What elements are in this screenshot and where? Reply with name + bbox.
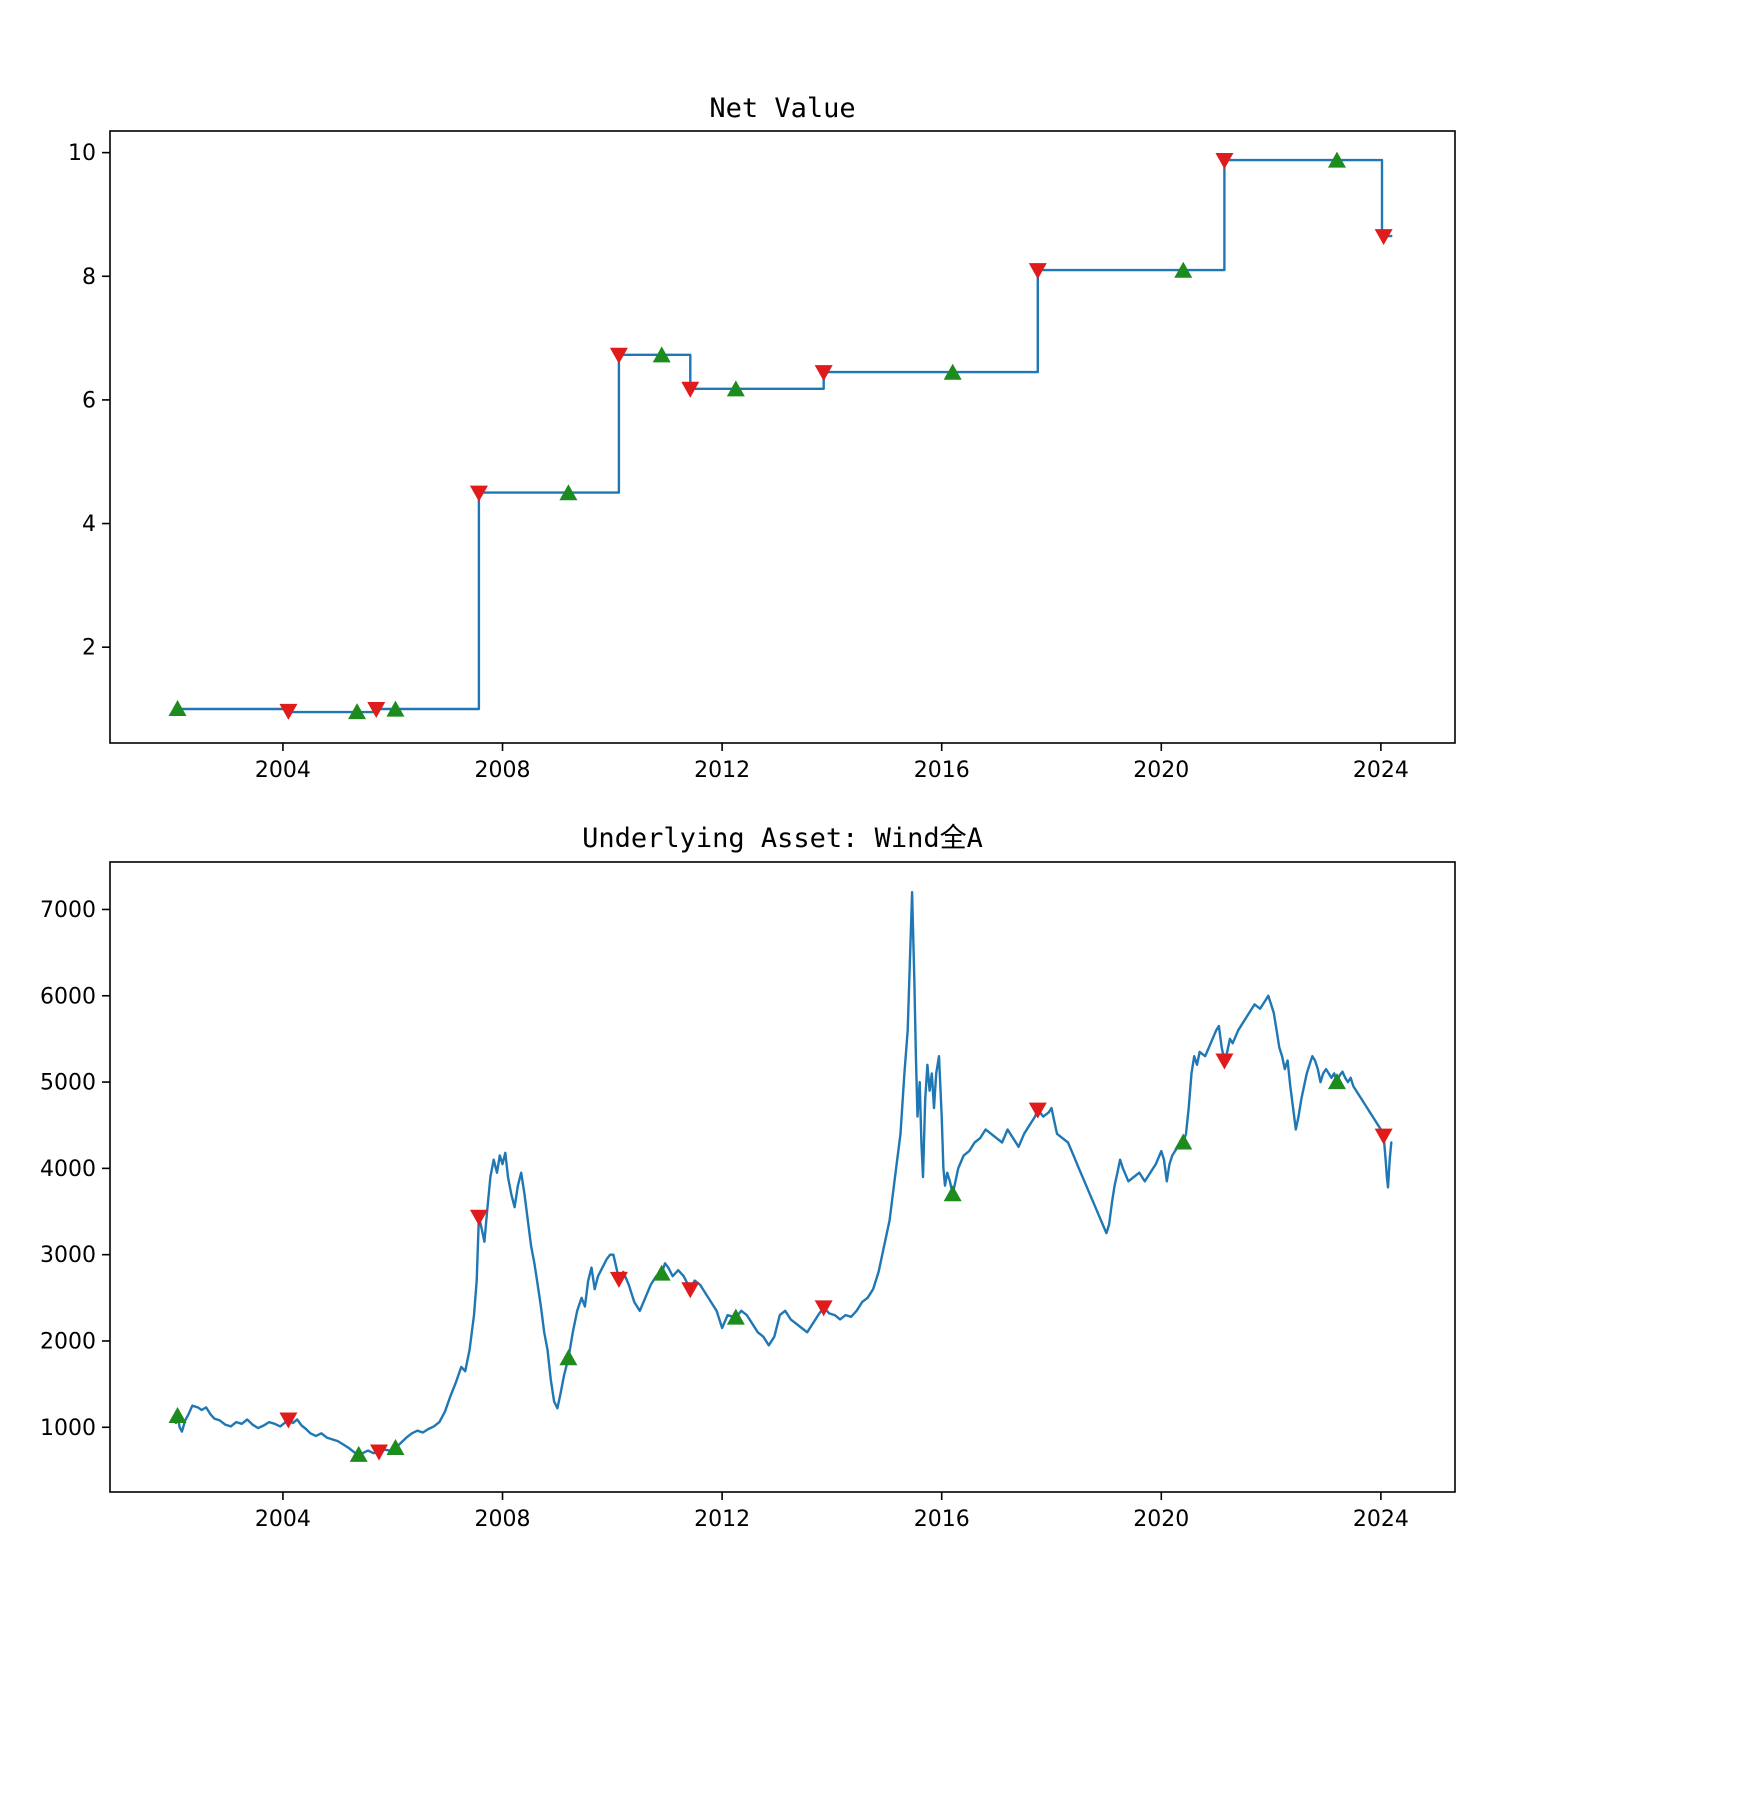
x-axis-tick-label: 2012 — [694, 1507, 750, 1532]
x-axis-tick-label: 2024 — [1353, 1507, 1409, 1532]
buy-marker-icon — [652, 346, 671, 363]
sell-marker-icon — [370, 1444, 388, 1461]
sell-marker-icon — [609, 347, 628, 364]
plot-frame — [109, 861, 1456, 1493]
buy-marker-icon — [1327, 1073, 1346, 1090]
sell-marker-icon — [1028, 1102, 1047, 1119]
sell-marker-icon — [279, 703, 298, 720]
subplot-1: 2004 2008 2012 2016 2020 2024 1000 2000 3000 4000… — [40, 861, 1456, 1532]
y-axis-tick-label: 2000 — [40, 1329, 96, 1354]
subplot-0: 2004 2008 2012 2016 2020 2024 2 4 6 8 10 — [68, 130, 1456, 783]
y-axis-tick-label: 6 — [82, 388, 96, 413]
x-axis-tick-label: 2024 — [1353, 758, 1409, 783]
buy-marker-icon — [559, 484, 578, 501]
sell-marker-icon — [814, 365, 833, 382]
plot-frame — [109, 130, 1456, 744]
buy-marker-icon — [349, 1445, 368, 1462]
sell-marker-icon — [279, 1412, 298, 1429]
sell-marker-icon — [609, 1271, 628, 1288]
sell-marker-icon — [469, 1209, 488, 1226]
underlying-asset-chart-title: Underlying Asset: Wind全A — [582, 823, 983, 854]
x-axis-tick-label: 2008 — [475, 758, 531, 783]
y-axis-tick-label: 10 — [68, 141, 96, 166]
buy-marker-icon — [726, 1308, 745, 1325]
buy-marker-icon — [386, 700, 405, 717]
x-axis-tick-label: 2012 — [694, 758, 750, 783]
buy-marker-icon — [348, 703, 367, 720]
sell-marker-icon — [681, 381, 700, 398]
buy-marker-icon — [1174, 261, 1193, 278]
x-axis-tick-label: 2020 — [1133, 758, 1189, 783]
buy-marker-icon — [1174, 1133, 1193, 1150]
y-axis-tick-label: 5000 — [40, 1071, 96, 1096]
y-axis-tick-label: 8 — [82, 265, 96, 290]
buy-marker-icon — [652, 1264, 671, 1281]
sell-marker-icon — [1215, 1053, 1234, 1070]
sell-marker-icon — [1215, 153, 1234, 170]
x-axis-tick-label: 2004 — [255, 758, 311, 783]
x-axis-tick-label: 2008 — [475, 1507, 531, 1532]
x-axis-tick-label: 2016 — [914, 1507, 970, 1532]
net-value-chart-title: Net Value — [709, 93, 856, 124]
x-axis-tick-label: 2004 — [255, 1507, 311, 1532]
y-axis-tick-label: 3000 — [40, 1243, 96, 1268]
y-axis-tick-label: 4 — [82, 512, 96, 537]
y-axis-tick-label: 2 — [82, 636, 96, 661]
underlying-price-line — [174, 891, 1393, 1457]
y-axis-tick-label: 1000 — [40, 1416, 96, 1441]
y-axis-tick-label: 4000 — [40, 1157, 96, 1182]
sell-marker-icon — [814, 1300, 833, 1317]
sell-marker-icon — [367, 702, 386, 718]
buy-marker-icon — [168, 700, 187, 716]
sell-marker-icon — [1028, 263, 1047, 280]
buy-marker-icon — [386, 1438, 405, 1455]
sell-marker-icon — [1374, 1128, 1393, 1145]
sell-marker-icon — [469, 485, 488, 502]
buy-marker-icon — [943, 363, 962, 380]
y-axis-tick-label: 7000 — [40, 898, 96, 923]
x-axis-tick-label: 2020 — [1133, 1507, 1189, 1532]
buy-marker-icon — [726, 380, 745, 397]
buy-marker-icon — [1327, 151, 1346, 168]
net-value-line — [176, 158, 1393, 714]
sell-marker-icon — [1374, 229, 1393, 246]
buy-marker-icon — [559, 1349, 578, 1366]
y-axis-tick-label: 6000 — [40, 984, 96, 1009]
buy-marker-icon — [943, 1185, 962, 1202]
x-axis-tick-label: 2016 — [914, 758, 970, 783]
sell-marker-icon — [681, 1282, 700, 1299]
buy-marker-icon — [168, 1407, 187, 1424]
